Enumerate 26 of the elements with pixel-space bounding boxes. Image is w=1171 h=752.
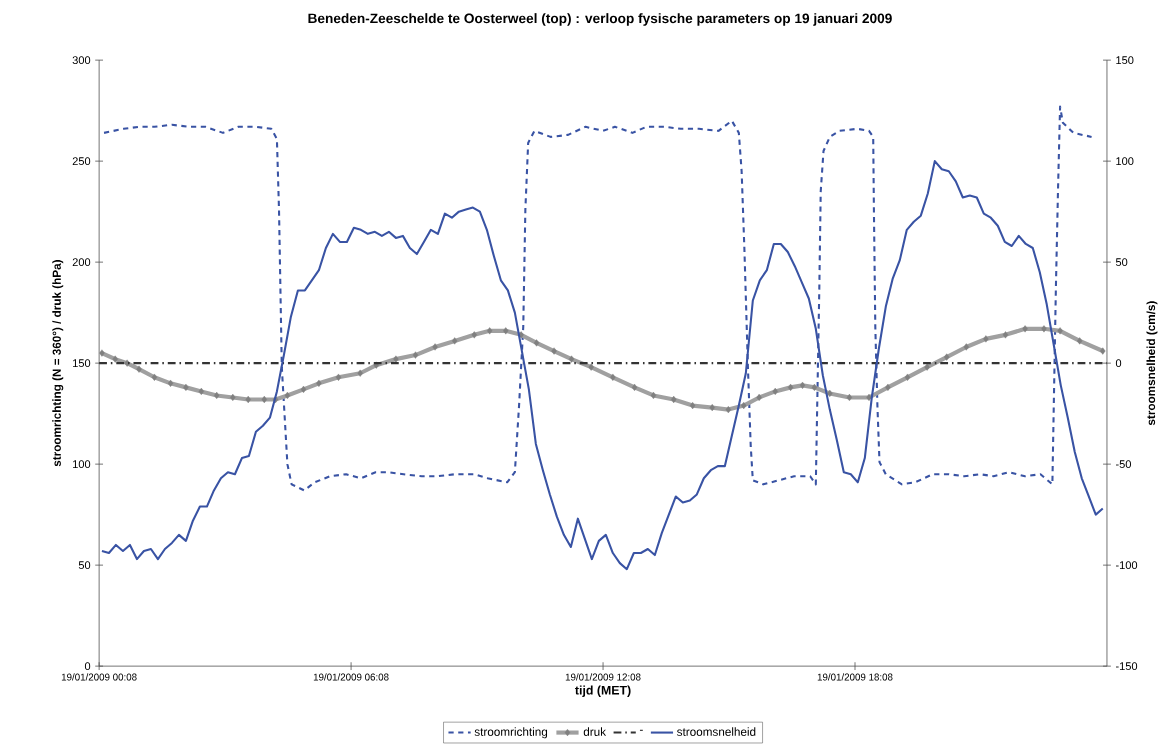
y-tick-label: 0 [84, 662, 91, 671]
x-tick-label: 19/01/2009 12:08 [565, 673, 641, 681]
legend-label: stroomrichting [474, 727, 548, 739]
y-tick-label: 100 [73, 460, 91, 469]
y-tick-label: 200 [72, 258, 91, 267]
y2-axis-title: stroomsnelheid (cm/s) [1146, 301, 1158, 426]
x-tick-label: 19/01/2009 00:08 [61, 673, 137, 681]
y2-tick-label: 100 [1116, 157, 1134, 166]
y-tick-label: 150 [73, 359, 91, 368]
y2-tick-label: 150 [1116, 56, 1134, 65]
y2-tick-label: -50 [1115, 460, 1131, 469]
y2-tick-label: 0 [1115, 359, 1122, 368]
legend-label: druk [583, 727, 607, 736]
legend-label: stroomsnelheid [677, 727, 756, 736]
y-tick-label: 50 [78, 561, 91, 570]
chart-title: Beneden-Zeeschelde te Oosterweel (top) : verloop fysische parameters op 19 januari 2009 [308, 13, 892, 26]
y-tick-label: 250 [72, 157, 91, 166]
y-axis-title: stroomrichting (N = 360°) / druk (hPa) [52, 260, 64, 467]
legend-label: - [639, 729, 643, 731]
y2-tick-label: 50 [1115, 258, 1128, 267]
y2-tick-label: -100 [1115, 561, 1138, 570]
x-tick-label: 19/01/2009 18:08 [817, 673, 893, 681]
y-tick-label: 300 [72, 56, 91, 65]
y2-tick-label: -150 [1115, 662, 1138, 671]
x-tick-label: 19/01/2009 06:08 [313, 673, 389, 681]
x-axis-title: tijd (MET) [575, 685, 631, 698]
